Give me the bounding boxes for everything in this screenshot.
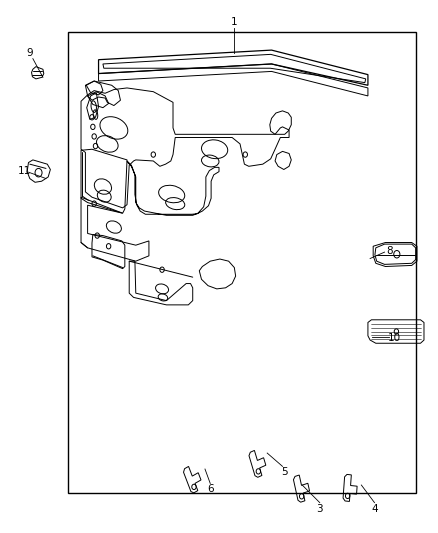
Text: 8: 8 [386,246,393,255]
Text: 6: 6 [207,484,214,494]
Text: 4: 4 [371,504,378,514]
Text: 5: 5 [281,467,288,477]
Text: 3: 3 [316,504,323,514]
Text: 11: 11 [18,166,31,175]
Bar [68,32,416,493]
Text: 9: 9 [26,49,33,58]
Text: 10: 10 [388,334,401,343]
Text: 1: 1 [231,18,238,27]
